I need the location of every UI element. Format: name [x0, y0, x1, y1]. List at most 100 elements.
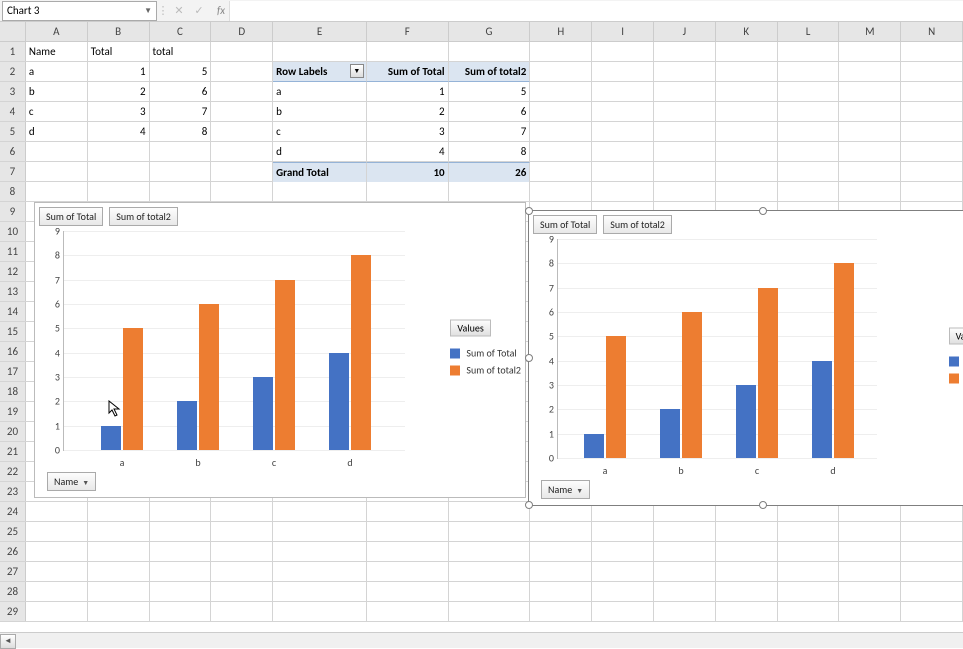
cell[interactable]	[26, 602, 88, 622]
pivot-chart-2-selected[interactable]: Sum of TotalSum of total20123456789abcdV…	[528, 210, 963, 506]
column-header[interactable]: J	[654, 22, 716, 41]
row-header[interactable]: 23	[0, 482, 26, 501]
cell[interactable]	[654, 82, 716, 102]
cell[interactable]	[530, 182, 592, 202]
name-box[interactable]: Chart 3 ▼	[2, 1, 157, 21]
cell[interactable]	[150, 142, 212, 162]
cell[interactable]	[211, 42, 273, 62]
cell[interactable]	[211, 162, 273, 182]
cell[interactable]	[839, 122, 901, 142]
cell[interactable]: b	[26, 82, 88, 102]
cell[interactable]	[449, 582, 531, 602]
cell[interactable]	[592, 562, 654, 582]
chart-axis-field-button[interactable]: Name▼	[541, 480, 590, 499]
row-header[interactable]: 11	[0, 242, 26, 261]
cell[interactable]	[901, 182, 963, 202]
chart-bar[interactable]	[660, 409, 680, 458]
row-header[interactable]: 27	[0, 562, 26, 581]
fx-button[interactable]: fx	[209, 4, 229, 17]
row-header[interactable]: 13	[0, 282, 26, 301]
cell[interactable]	[778, 122, 840, 142]
cell[interactable]	[654, 62, 716, 82]
cell[interactable]: 6	[449, 102, 531, 122]
cell[interactable]	[273, 562, 367, 582]
cell[interactable]	[778, 582, 840, 602]
cell[interactable]	[530, 42, 592, 62]
cell[interactable]	[150, 162, 212, 182]
cell[interactable]	[530, 522, 592, 542]
cell[interactable]: total	[150, 42, 212, 62]
cell[interactable]	[778, 102, 840, 122]
cell[interactable]	[839, 82, 901, 102]
cell[interactable]	[778, 542, 840, 562]
cell[interactable]	[592, 62, 654, 82]
chart-bar[interactable]	[177, 401, 197, 450]
cell[interactable]: 26	[449, 162, 531, 182]
cell[interactable]	[592, 182, 654, 202]
cell[interactable]	[716, 602, 778, 622]
cell[interactable]	[367, 502, 449, 522]
cell[interactable]	[211, 62, 273, 82]
row-header[interactable]: 6	[0, 142, 26, 161]
chart-field-button[interactable]: Sum of Total	[39, 207, 103, 226]
cell[interactable]	[530, 122, 592, 142]
cell[interactable]: 8	[150, 122, 212, 142]
row-header[interactable]: 19	[0, 402, 26, 421]
cell[interactable]: 5	[150, 62, 212, 82]
cell[interactable]	[367, 602, 449, 622]
cell[interactable]: Sum of Total	[367, 62, 449, 82]
cell[interactable]	[654, 582, 716, 602]
cell[interactable]: Sum of total2	[449, 62, 531, 82]
cell[interactable]	[273, 582, 367, 602]
cell[interactable]: Row Labels▼	[273, 62, 367, 82]
cell[interactable]	[839, 102, 901, 122]
row-header[interactable]: 8	[0, 182, 26, 201]
cell[interactable]	[778, 602, 840, 622]
cell[interactable]: 6	[150, 82, 212, 102]
cell[interactable]	[778, 42, 840, 62]
row-header[interactable]: 10	[0, 222, 26, 241]
cell[interactable]	[449, 42, 531, 62]
row-header[interactable]: 16	[0, 342, 26, 361]
cell[interactable]	[654, 142, 716, 162]
cell[interactable]	[367, 562, 449, 582]
chart-field-button[interactable]: Sum of total2	[603, 215, 672, 234]
horizontal-scrollbar[interactable]: ◄	[0, 632, 963, 648]
cell[interactable]	[716, 582, 778, 602]
cell[interactable]: b	[273, 102, 367, 122]
chart-bar[interactable]	[329, 353, 349, 450]
cell[interactable]	[592, 82, 654, 102]
row-header[interactable]: 17	[0, 362, 26, 381]
cell[interactable]	[26, 522, 88, 542]
selection-handle[interactable]	[525, 501, 533, 509]
cell[interactable]	[211, 182, 273, 202]
column-header[interactable]: N	[901, 22, 963, 41]
cell[interactable]	[839, 142, 901, 162]
formula-input[interactable]	[229, 1, 963, 21]
row-header[interactable]: 26	[0, 542, 26, 561]
cell[interactable]: 8	[449, 142, 531, 162]
cell[interactable]: 1	[88, 62, 150, 82]
cell[interactable]	[26, 142, 88, 162]
cell[interactable]	[778, 62, 840, 82]
cell[interactable]	[716, 102, 778, 122]
row-header[interactable]: 9	[0, 202, 26, 221]
row-header[interactable]: 24	[0, 502, 26, 521]
selection-handle[interactable]	[525, 354, 533, 362]
column-header[interactable]: I	[592, 22, 654, 41]
cell[interactable]	[901, 602, 963, 622]
cell[interactable]	[530, 162, 592, 182]
cell[interactable]	[88, 182, 150, 202]
cell[interactable]	[26, 562, 88, 582]
cell[interactable]: 7	[150, 102, 212, 122]
cell[interactable]	[150, 522, 212, 542]
cell[interactable]	[150, 502, 212, 522]
cell[interactable]	[88, 522, 150, 542]
cell[interactable]	[839, 562, 901, 582]
cell[interactable]	[88, 502, 150, 522]
cell[interactable]: 7	[449, 122, 531, 142]
chart-bar[interactable]	[812, 361, 832, 458]
cell[interactable]	[26, 182, 88, 202]
cell[interactable]: 2	[367, 102, 449, 122]
row-header[interactable]: 18	[0, 382, 26, 401]
